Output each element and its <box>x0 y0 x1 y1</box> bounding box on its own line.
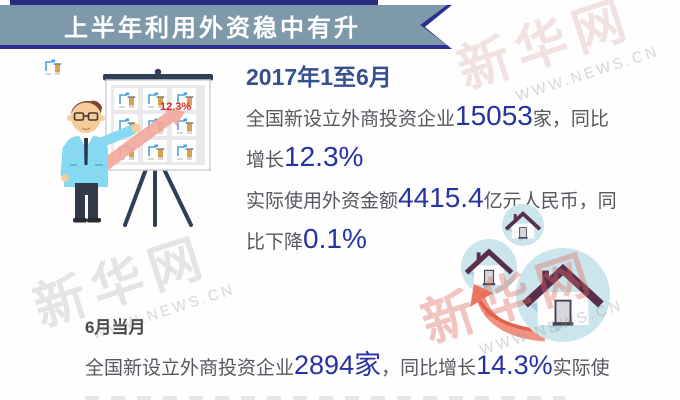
glasses-icon <box>73 112 99 121</box>
stat-value-decline: 0.1% <box>303 223 367 254</box>
stat-value-june-growth: 14.3% <box>476 350 553 380</box>
presenter-illustration <box>40 55 213 227</box>
house-icon-small <box>502 204 546 254</box>
easel-legs <box>123 167 193 227</box>
stat-value-growth: 12.3% <box>284 141 364 172</box>
clipped-text-line <box>85 396 565 400</box>
house-icons-cluster <box>435 183 665 358</box>
flipchart-board <box>40 55 213 172</box>
board-growth-label: 12.3% <box>160 101 192 113</box>
board-growth-arrow-icon <box>98 108 185 172</box>
stat-value-enterprises: 15053 <box>455 100 533 131</box>
stat-value-june-enterprises: 2894家 <box>294 350 382 380</box>
stat-line-growth: 增长12.3% <box>246 141 364 172</box>
presenter-man <box>60 100 141 223</box>
stat-line-june: 全国新设立外商投资企业2894家，同比增长14.3%实际使 <box>85 350 610 380</box>
house-icon-medium <box>461 239 520 305</box>
section-first-half: 2017年1至6月 全国新设立外商投资企业15053家，同比 增长12.3% 实… <box>246 58 666 262</box>
stat-line-decline: 比下降0.1% <box>246 223 367 254</box>
board-card-grid <box>40 55 197 163</box>
section1-heading: 2017年1至6月 <box>246 64 392 90</box>
ribbon-top-fold <box>10 0 378 6</box>
stat-line-new-enterprises: 全国新设立外商投资企业15053家，同比 <box>246 100 609 131</box>
title-ribbon: 上半年利用外资稳中有升 <box>0 5 447 45</box>
section2-heading: 6月当月 <box>85 318 146 337</box>
page-title: 上半年利用外资稳中有升 <box>64 14 361 42</box>
stat-value-fdi: 4415.4 <box>398 182 484 213</box>
house-icon-large <box>516 248 615 358</box>
